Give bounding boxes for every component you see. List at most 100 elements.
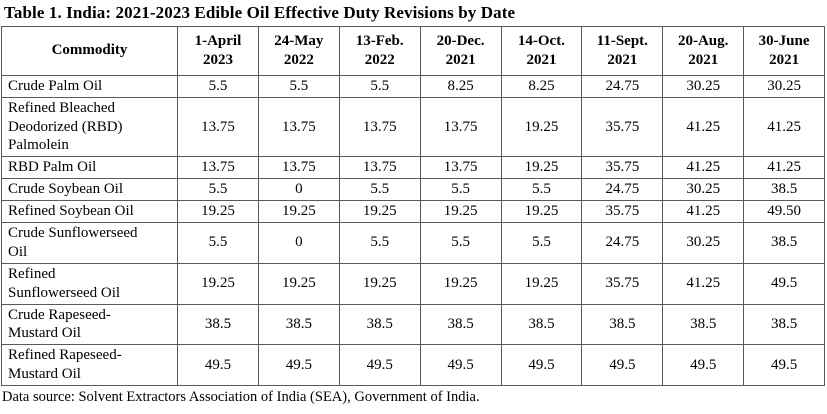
duty-value-cell: 38.5	[581, 303, 664, 346]
duty-value-cell: 5.5	[500, 222, 583, 264]
duty-value-cell: 49.5	[500, 344, 583, 387]
table-row: RBD Palm Oil 13.75 13.75 13.75 13.75 19.25 35.…	[1, 156, 825, 180]
table-row: Refined Soybean Oil 19.25 19.25 19.25 19.25 1…	[1, 200, 825, 224]
table-row: Crude Palm Oil 5.5 5.5 5.5 8.25 8.25 24.75 30.2…	[1, 74, 825, 98]
duty-value-cell: 8.25	[419, 74, 502, 98]
duty-value-cell: 38.5	[177, 303, 259, 346]
duty-value-cell: 0	[257, 178, 340, 202]
duty-value-cell: 19.25	[338, 200, 421, 224]
duty-value-cell: 5.5	[500, 178, 583, 202]
duty-value-cell: 30.25	[662, 178, 745, 202]
duty-value-cell: 19.25	[500, 96, 583, 158]
duty-value-cell: 5.5	[338, 178, 421, 202]
table-row: Refined Bleached Deodorized (RBD) Palmol…	[1, 96, 825, 158]
duty-value-cell: 41.25	[662, 96, 745, 158]
duty-value-cell: 38.5	[662, 303, 745, 346]
duty-value-cell: 13.75	[419, 156, 502, 180]
duty-value-cell: 38.5	[743, 178, 825, 202]
commodity-cell: Refined Bleached Deodorized (RBD) Palmol…	[1, 96, 178, 158]
duty-value-cell: 30.25	[662, 222, 745, 264]
date-column-header: 13-Feb. 2022	[338, 26, 421, 76]
table-row: Refined Rapeseed-Mustard Oil 49.5 49.5 49.5…	[1, 344, 825, 387]
duty-value-cell: 13.75	[257, 156, 340, 180]
table-row: Crude Soybean Oil 5.5 0 5.5 5.5 5.5 24.75 30.25…	[1, 178, 825, 202]
duty-value-cell: 5.5	[177, 74, 259, 98]
date-column-header: 1-April 2023	[177, 26, 259, 76]
duty-value-cell: 38.5	[743, 303, 825, 346]
duty-value-cell: 49.5	[743, 262, 825, 305]
duty-value-cell: 19.25	[257, 200, 340, 224]
duty-value-cell: 35.75	[581, 156, 664, 180]
duty-value-cell: 35.75	[581, 96, 664, 158]
duty-value-cell: 24.75	[581, 74, 664, 98]
table-row: Crude Sunflowerseed Oil 5.5 0 5.5 5.5 5.5 24.7…	[1, 222, 825, 264]
duty-value-cell: 38.5	[257, 303, 340, 346]
table-row: Crude Rapeseed-Mustard Oil 38.5 38.5 38.5 38…	[1, 303, 825, 346]
duty-value-cell: 35.75	[581, 200, 664, 224]
duty-value-cell: 38.5	[500, 303, 583, 346]
table-body: Crude Palm Oil 5.5 5.5 5.5 8.25 8.25 24.75 30.2…	[1, 74, 825, 387]
commodity-cell: Refined Soybean Oil	[1, 200, 178, 224]
duty-value-cell: 19.25	[338, 262, 421, 305]
commodity-cell: Crude Palm Oil	[1, 74, 178, 98]
commodity-cell: RBD Palm Oil	[1, 156, 178, 180]
duty-value-cell: 0	[257, 222, 340, 264]
date-column-header: 20-Dec. 2021	[419, 26, 502, 76]
duty-value-cell: 41.25	[743, 96, 825, 158]
duty-value-cell: 5.5	[419, 222, 502, 264]
duty-value-cell: 13.75	[419, 96, 502, 158]
table-row: Refined Sunflowerseed Oil 19.25 19.25 19.25…	[1, 262, 825, 305]
duty-value-cell: 19.25	[500, 200, 583, 224]
duty-revisions-table: Commodity 1-April 2023 24-May 2022 13-Feb. …	[1, 26, 825, 387]
duty-value-cell: 19.25	[500, 262, 583, 305]
duty-value-cell: 5.5	[338, 222, 421, 264]
duty-value-cell: 38.5	[743, 222, 825, 264]
duty-value-cell: 49.5	[743, 344, 825, 387]
duty-value-cell: 49.5	[581, 344, 664, 387]
duty-value-cell: 19.25	[500, 156, 583, 180]
date-column-header: 11-Sept. 2021	[581, 26, 664, 76]
duty-value-cell: 19.25	[419, 262, 502, 305]
duty-value-cell: 13.75	[338, 96, 421, 158]
duty-value-cell: 41.25	[743, 156, 825, 180]
duty-value-cell: 13.75	[177, 96, 259, 158]
duty-value-cell: 41.25	[662, 262, 745, 305]
duty-value-cell: 24.75	[581, 178, 664, 202]
duty-value-cell: 5.5	[177, 178, 259, 202]
duty-value-cell: 8.25	[500, 74, 583, 98]
duty-value-cell: 38.5	[419, 303, 502, 346]
duty-value-cell: 49.5	[177, 344, 259, 387]
duty-value-cell: 49.5	[662, 344, 745, 387]
duty-value-cell: 41.25	[662, 156, 745, 180]
duty-value-cell: 5.5	[177, 222, 259, 264]
date-column-header: 24-May 2022	[257, 26, 340, 76]
duty-value-cell: 5.5	[419, 178, 502, 202]
commodity-cell: Refined Sunflowerseed Oil	[1, 262, 178, 305]
duty-value-cell: 35.75	[581, 262, 664, 305]
date-column-header: 14-Oct. 2021	[500, 26, 583, 76]
duty-value-cell: 41.25	[662, 200, 745, 224]
duty-value-cell: 13.75	[338, 156, 421, 180]
duty-value-cell: 30.25	[743, 74, 825, 98]
duty-value-cell: 5.5	[257, 74, 340, 98]
commodity-cell: Crude Sunflowerseed Oil	[1, 222, 178, 264]
commodity-cell: Refined Rapeseed-Mustard Oil	[1, 344, 178, 387]
duty-value-cell: 13.75	[177, 156, 259, 180]
duty-value-cell: 49.50	[743, 200, 825, 224]
duty-value-cell: 13.75	[257, 96, 340, 158]
date-column-header: 30-June 2021	[743, 26, 825, 76]
duty-value-cell: 5.5	[338, 74, 421, 98]
duty-value-cell: 19.25	[257, 262, 340, 305]
duty-value-cell: 49.5	[419, 344, 502, 387]
duty-value-cell: 49.5	[257, 344, 340, 387]
commodity-cell: Crude Rapeseed-Mustard Oil	[1, 303, 178, 346]
duty-value-cell: 24.75	[581, 222, 664, 264]
header-row: Commodity 1-April 2023 24-May 2022 13-Feb. …	[1, 26, 825, 76]
duty-value-cell: 49.5	[338, 344, 421, 387]
duty-value-cell: 38.5	[338, 303, 421, 346]
duty-value-cell: 19.25	[419, 200, 502, 224]
duty-value-cell: 19.25	[177, 262, 259, 305]
duty-value-cell: 30.25	[662, 74, 745, 98]
table-title: Table 1. India: 2021-2023 Edible Oil Eff…	[4, 3, 516, 22]
date-column-header: 20-Aug. 2021	[662, 26, 745, 76]
